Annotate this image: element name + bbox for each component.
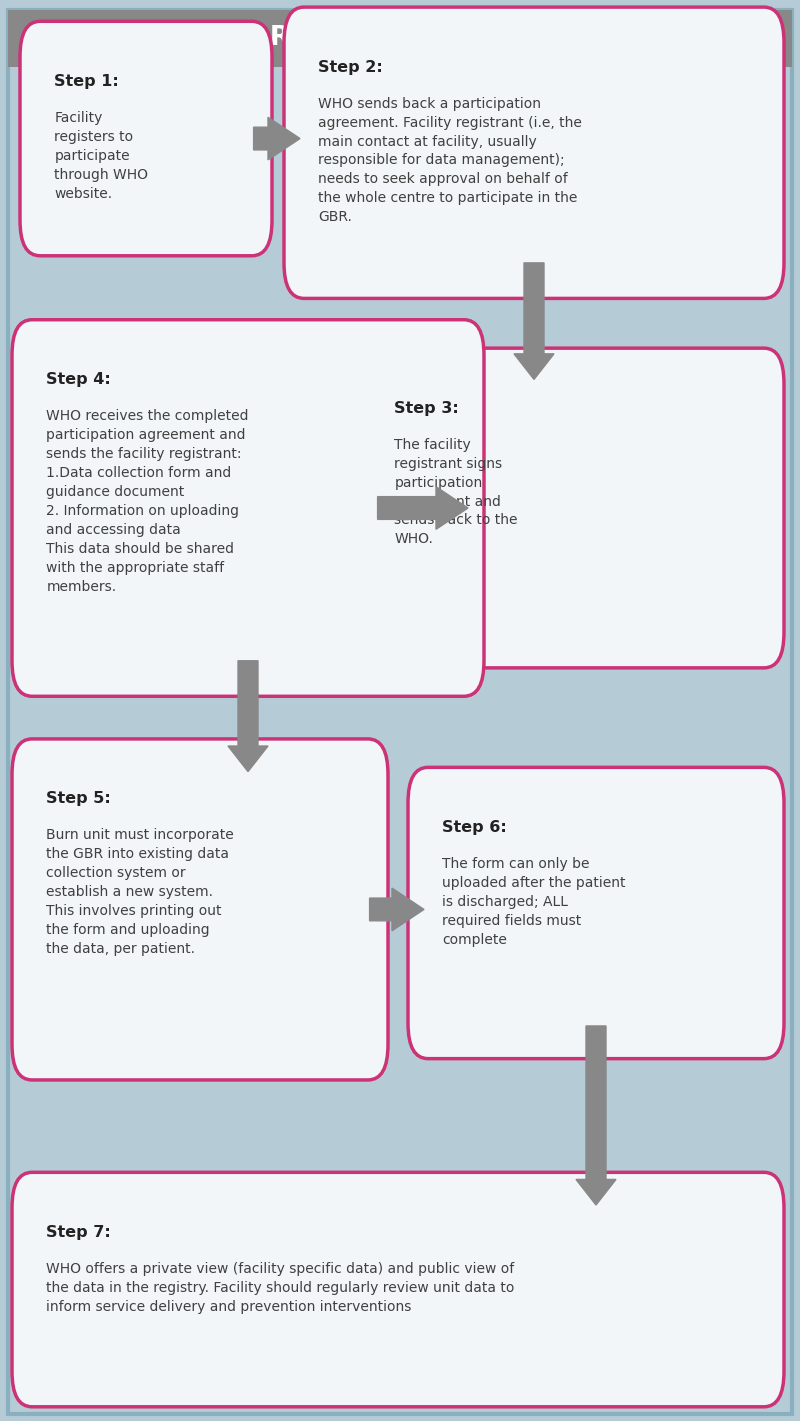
Text: Step 7:: Step 7: xyxy=(46,1225,111,1241)
Text: WHO offers a private view (facility specific data) and public view of
the data i: WHO offers a private view (facility spec… xyxy=(46,1262,514,1314)
FancyArrow shape xyxy=(576,1026,616,1205)
FancyArrow shape xyxy=(254,118,300,159)
Text: Burn unit must incorporate
the GBR into existing data
collection system or
estab: Burn unit must incorporate the GBR into … xyxy=(46,828,234,956)
Text: Step 5:: Step 5: xyxy=(46,791,111,807)
Text: The form can only be
uploaded after the patient
is discharged; ALL
required fiel: The form can only be uploaded after the … xyxy=(442,857,626,946)
Text: WHO sends back a participation
agreement. Facility registrant (i.e, the
main con: WHO sends back a participation agreement… xyxy=(318,97,582,225)
Text: Step 6:: Step 6: xyxy=(442,820,507,836)
Text: WHO receives the completed
participation agreement and
sends the facility regist: WHO receives the completed participation… xyxy=(46,409,249,594)
Text: Step 4:: Step 4: xyxy=(46,372,111,388)
FancyBboxPatch shape xyxy=(20,21,272,256)
FancyBboxPatch shape xyxy=(8,10,792,67)
FancyArrow shape xyxy=(228,661,268,772)
Text: The facility
registrant signs
participation
agreement and
sends back to the
WHO.: The facility registrant signs participat… xyxy=(394,438,518,547)
FancyArrow shape xyxy=(378,486,468,529)
FancyBboxPatch shape xyxy=(12,739,388,1080)
FancyBboxPatch shape xyxy=(284,7,784,298)
Text: Step 3:: Step 3: xyxy=(394,401,459,416)
FancyArrow shape xyxy=(514,263,554,379)
FancyBboxPatch shape xyxy=(408,767,784,1059)
Text: Step 2:: Step 2: xyxy=(318,60,383,75)
FancyBboxPatch shape xyxy=(360,348,784,668)
FancyBboxPatch shape xyxy=(12,320,484,696)
FancyBboxPatch shape xyxy=(12,1172,784,1407)
FancyArrow shape xyxy=(370,888,424,931)
Text: GBR Process Flowchart: GBR Process Flowchart xyxy=(228,26,572,51)
Text: Step 1:: Step 1: xyxy=(54,74,119,90)
Text: Facility
registers to
participate
through WHO
website.: Facility registers to participate throug… xyxy=(54,111,149,200)
